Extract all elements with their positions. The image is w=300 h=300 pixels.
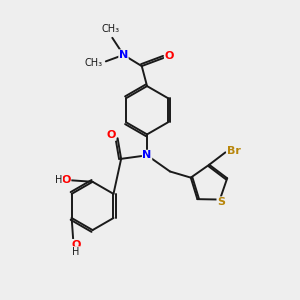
Text: H: H [55,175,63,185]
Text: O: O [71,239,81,250]
Text: S: S [217,197,225,207]
Text: O: O [61,175,71,185]
Text: Br: Br [227,146,241,156]
Text: CH₃: CH₃ [84,58,102,68]
Text: N: N [119,50,128,60]
Text: CH₃: CH₃ [102,24,120,34]
Text: O: O [106,130,116,140]
Text: O: O [164,51,174,62]
Text: N: N [142,150,152,160]
Text: H: H [72,247,80,256]
